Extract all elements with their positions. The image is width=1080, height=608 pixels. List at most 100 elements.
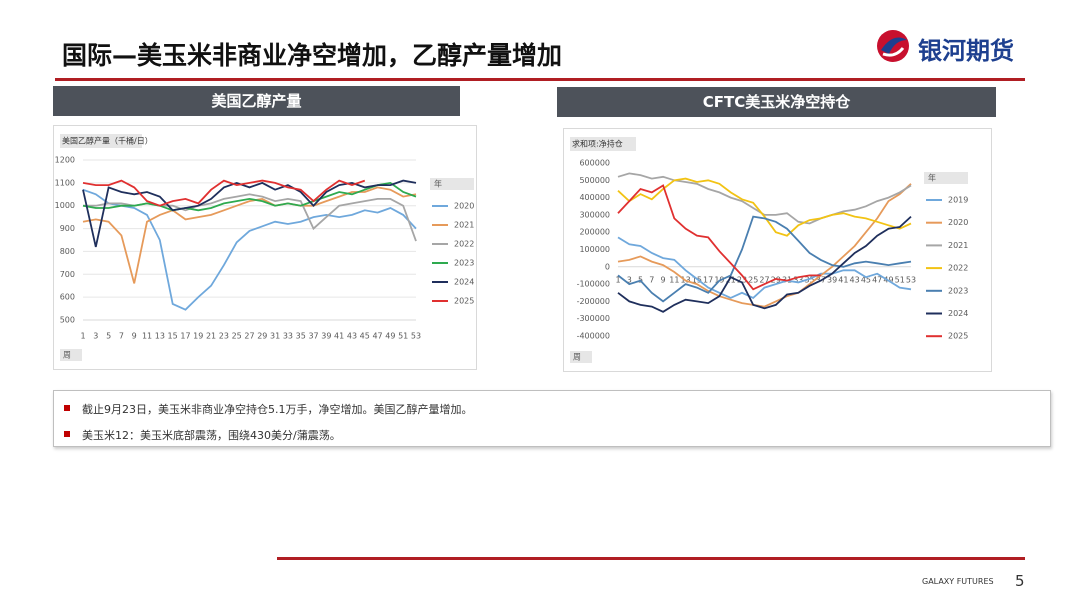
x-tick-label: 49 [385,332,395,341]
series-line [82,188,417,311]
filter-label: 周 [63,351,71,360]
legend-label: 2025 [948,332,968,341]
y-tick-label: 700 [60,270,75,279]
title-rule [55,78,1025,81]
x-tick-label: 33 [793,275,803,284]
bullet-marker [64,431,70,437]
panel-header: CFTC美玉米净空持仓 [557,87,996,117]
x-tick-label: 7 [649,275,654,284]
series-line [617,215,912,303]
series-line [82,179,417,248]
y-tick-label: 100000 [579,245,610,254]
chart-box: 美国乙醇产量（千桶/日） 500 600 700 800 900 1000 1100 1200 1… [53,125,477,370]
x-tick-label: 39 [827,275,837,284]
legend-label: 2023 [948,286,968,295]
x-tick-label: 21 [726,275,736,284]
x-tick-label: 29 [257,332,267,341]
x-tick-label: 33 [283,332,293,341]
legend-label: 2022 [454,240,474,249]
x-tick-label: 19 [193,332,203,341]
x-tick-label: 17 [703,275,713,284]
series-line [617,184,821,291]
page-number: 5 [1015,572,1025,590]
footer-brand: GALAXY FUTURES [922,577,994,586]
x-tick-label: 45 [861,275,871,284]
y-tick-label: 600 [60,293,75,302]
series-line [617,177,912,237]
x-tick-label: 27 [759,275,769,284]
y-tick-label: 600000 [579,159,610,168]
x-tick-label: 43 [347,332,357,341]
chart-title: 求和项:净持仓 [572,139,623,149]
x-tick-label: 43 [850,275,860,284]
y-tick-label: 900 [60,224,75,233]
legend-label: 2022 [948,264,968,273]
legend-title: 年 [434,179,442,189]
legend-label: 2020 [454,202,474,211]
bullet: 截止9月23日，美玉米非商业净空持仓5.1万手，净空增加。美国乙醇产量增加。 [82,403,473,416]
series-line [82,179,366,207]
logo-icon [877,30,909,62]
filter-label: 周 [573,353,581,362]
slide-title: 国际—美玉米非商业净空增加，乙醇产量增加 [62,41,563,70]
y-tick-label: 0 [605,262,610,271]
legend-title: 年 [928,173,936,183]
y-tick-label: 500000 [579,176,610,185]
x-tick-label: 31 [270,332,280,341]
x-tick-label: 9 [661,275,666,284]
legend-label: 2023 [454,259,474,268]
x-tick-label: 51 [895,275,905,284]
y-tick-label: -300000 [577,314,610,323]
x-tick-label: 41 [334,332,344,341]
y-tick-label: 400000 [579,193,610,202]
bullet: 美玉米12：美玉米底部震荡，围绕430美分/蒲震荡。 [82,429,341,442]
x-tick-label: 47 [372,332,382,341]
chart: 美国乙醇产量（千桶/日） 500 600 700 800 900 1000 1100 1200 1… [55,134,474,361]
x-tick-label: 3 [627,275,632,284]
x-tick-label: 27 [244,332,254,341]
y-tick-label: 300000 [579,210,610,219]
x-tick-label: 1 [615,275,620,284]
legend-label: 2024 [454,278,474,287]
legend-header [924,172,968,184]
logo-text: 银河期货 [918,37,1014,65]
series-line [617,215,912,313]
x-tick-label: 47 [872,275,882,284]
x-tick-label: 41 [838,275,848,284]
panel-header: 美国乙醇产量 [53,86,460,116]
legend-label: 2025 [454,297,474,306]
legend-label: 2020 [948,218,968,227]
x-tick-label: 35 [296,332,306,341]
x-tick-label: 51 [398,332,408,341]
x-tick-label: 13 [155,332,165,341]
legend-label: 2021 [948,241,968,250]
x-tick-label: 1 [80,332,85,341]
legend-label: 2019 [948,196,968,205]
y-tick-label: -100000 [577,280,610,289]
y-tick-label: 800 [60,247,75,256]
x-tick-label: 3 [93,332,98,341]
series-line [617,236,912,299]
x-tick-label: 11 [142,332,152,341]
filter-button [60,349,82,361]
x-tick-label: 45 [360,332,370,341]
legend-label: 2024 [948,309,968,318]
x-tick-label: 37 [308,332,318,341]
series-line [82,186,417,284]
series-line [617,183,912,308]
chart-title-bg [570,137,636,151]
y-tick-label: 1000 [55,201,75,210]
x-tick-label: 39 [321,332,331,341]
x-tick-label: 11 [669,275,679,284]
footer-rule [277,557,1025,560]
bullet-box: 截止9月23日，美玉米非商业净空持仓5.1万手，净空增加。美国乙醇产量增加。 美… [53,390,1051,447]
x-tick-label: 25 [232,332,242,341]
x-tick-label: 17 [180,332,190,341]
series-line [82,181,417,212]
x-tick-label: 23 [219,332,229,341]
y-tick-label: 1200 [55,156,75,165]
chart-title-bg [60,134,142,148]
y-tick-label: 500 [60,316,75,325]
x-tick-label: 21 [206,332,216,341]
